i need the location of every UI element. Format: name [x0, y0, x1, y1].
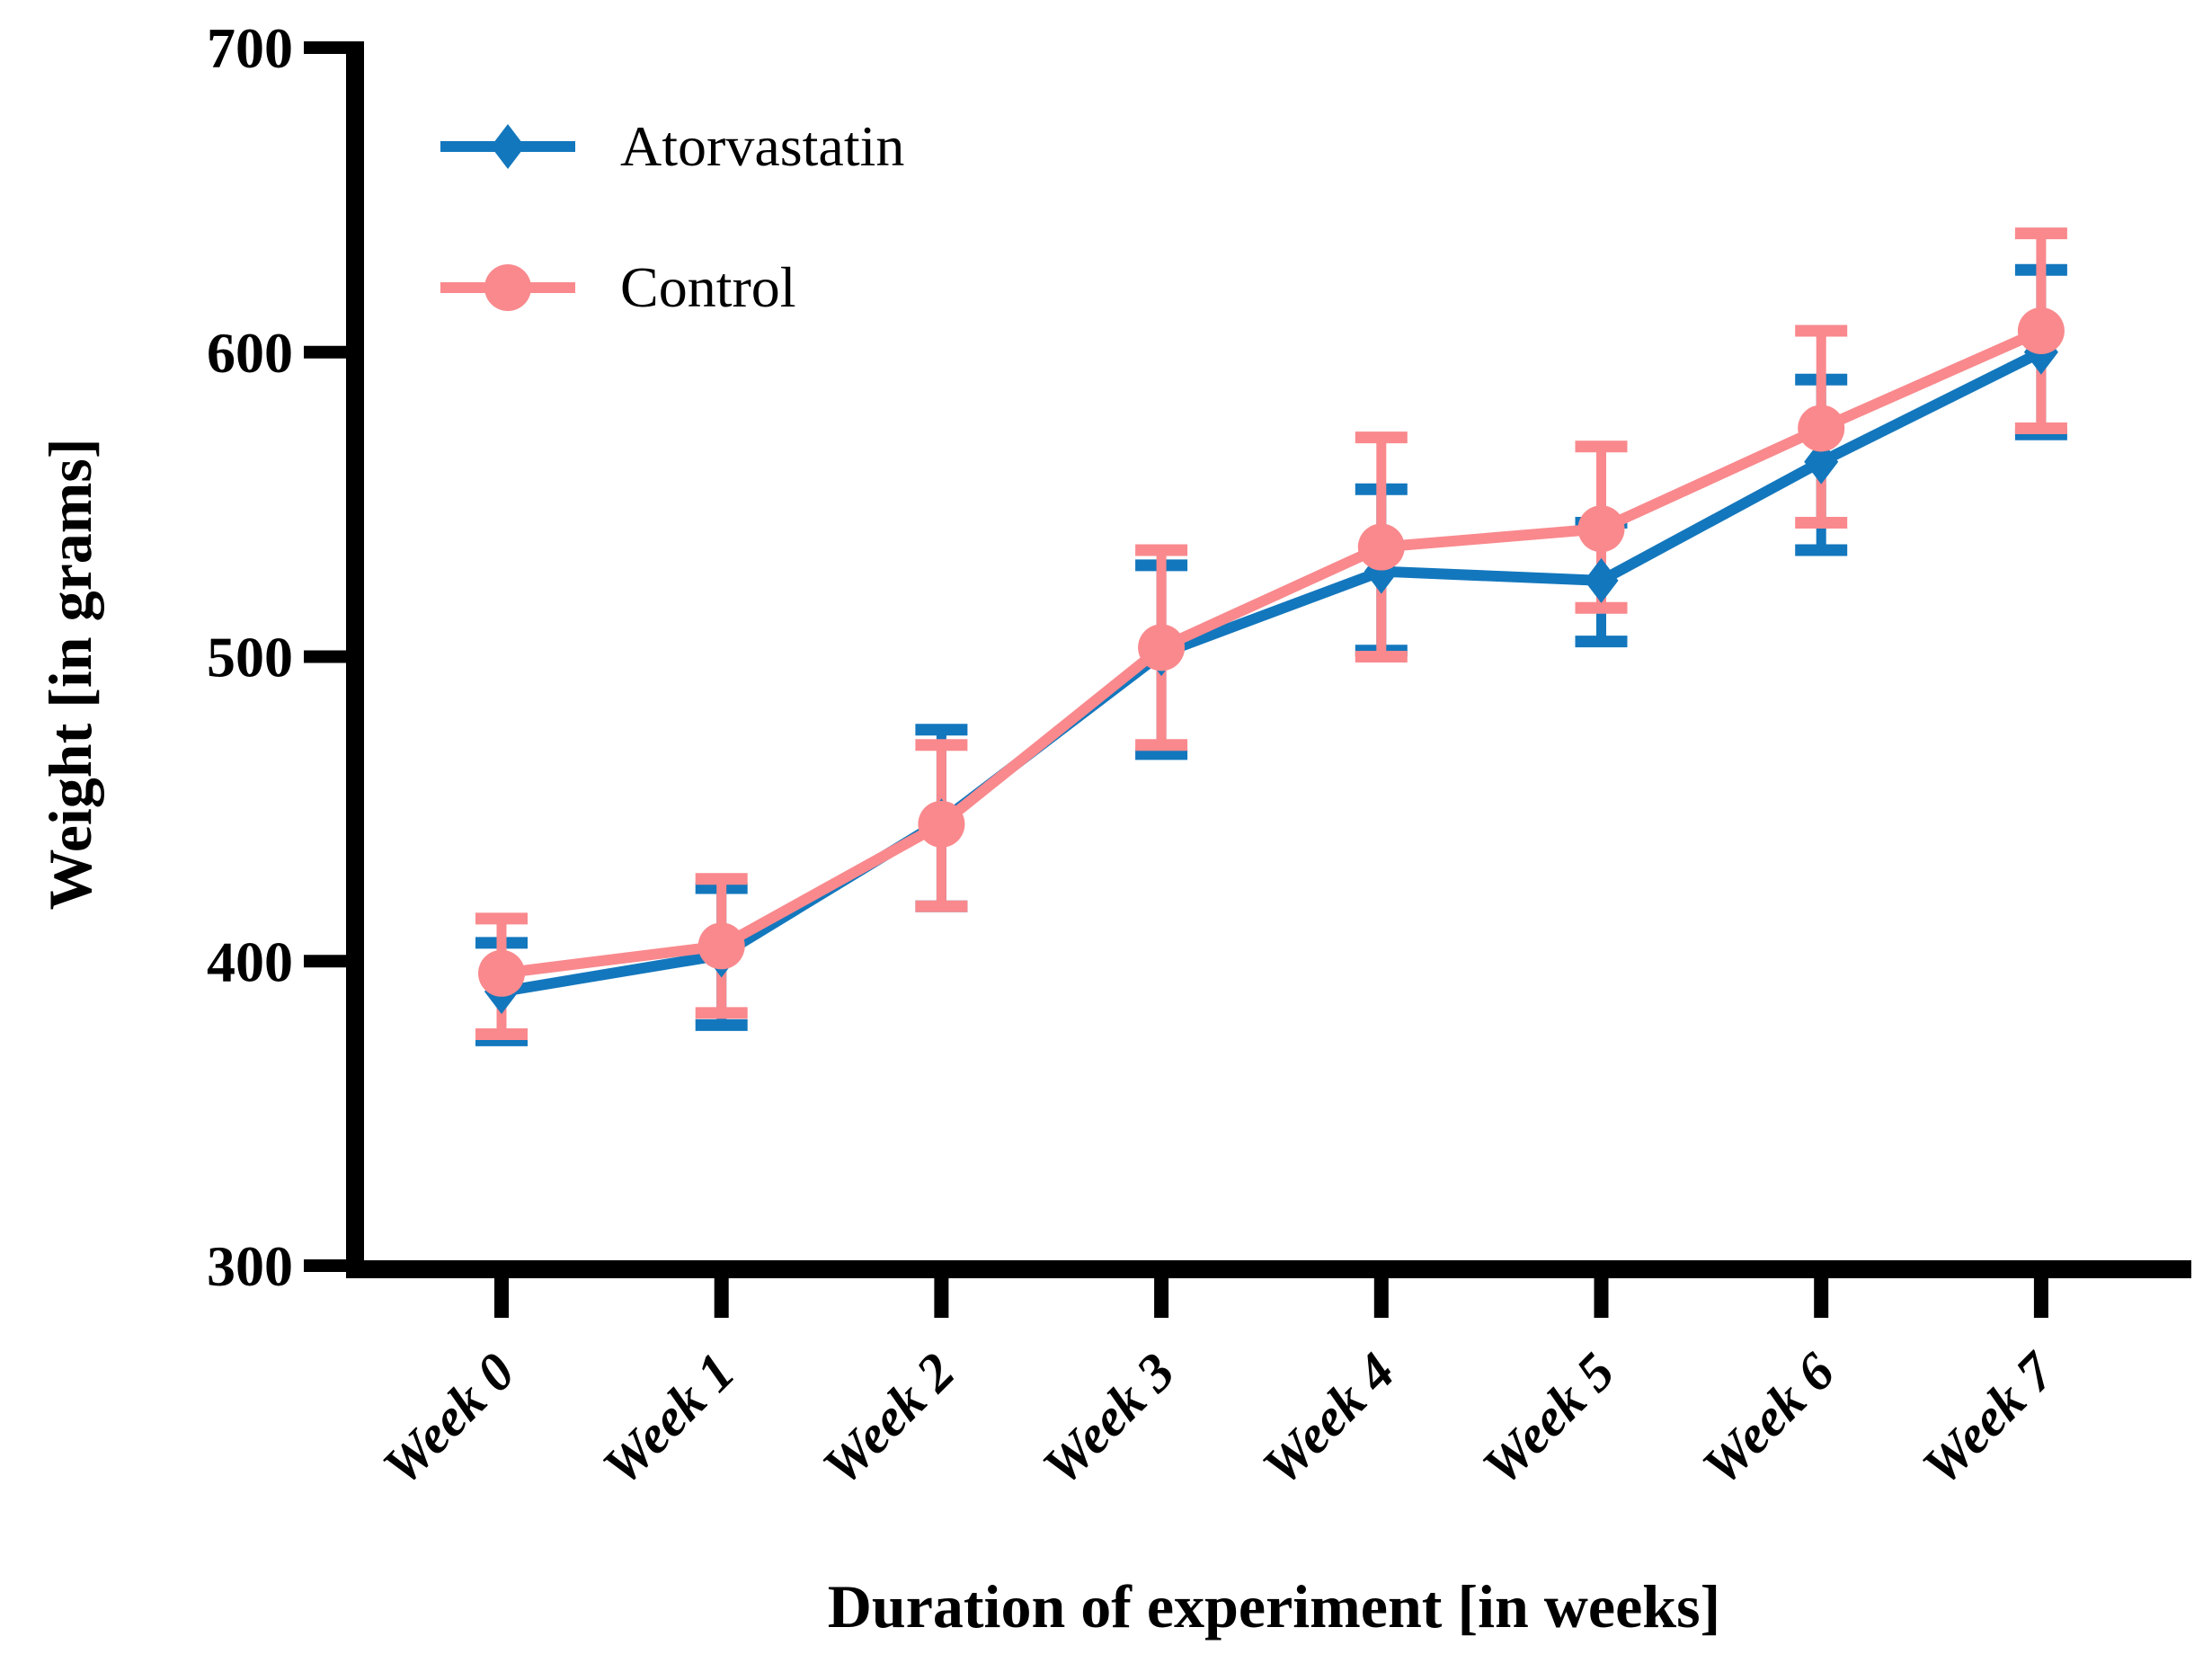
- diamond-marker-icon: [440, 124, 575, 169]
- control-marker-circle: [1577, 505, 1625, 553]
- legend-label-control: Control: [620, 255, 796, 319]
- atorvastatin-marker-diamond: [1804, 439, 1839, 485]
- x-axis-title: Duration of experiment [in weeks]: [827, 1572, 1721, 1641]
- x-tick-label: Week 3: [1031, 1342, 1186, 1497]
- control-marker-circle: [1138, 624, 1186, 671]
- y-tick-label: 300: [207, 1234, 293, 1298]
- x-tick-label: Week 5: [1471, 1342, 1626, 1497]
- x-tick-label: Week 6: [1691, 1342, 1845, 1497]
- y-tick-label: 500: [207, 626, 293, 689]
- atorvastatin-line: [501, 347, 2044, 998]
- x-tick-label: Week 4: [1251, 1342, 1406, 1497]
- control-marker-circle: [918, 800, 965, 848]
- control-marker-circle: [1357, 523, 1405, 571]
- x-tick-label: Week 1: [591, 1342, 746, 1497]
- control-marker-circle: [2017, 307, 2065, 355]
- x-tick-label: Week 0: [371, 1342, 526, 1497]
- y-tick-label: 600: [207, 321, 293, 385]
- x-tick-label: Week 7: [1911, 1340, 2066, 1496]
- control-line: [501, 325, 2044, 979]
- legend-item-control: Control: [431, 241, 904, 334]
- legend-label-atorvastatin: Atorvastatin: [620, 114, 905, 178]
- legend-item-atorvastatin: Atorvastatin: [431, 100, 904, 193]
- y-axis-title: Weight [in grams]: [36, 438, 104, 911]
- y-tick-label: 700: [207, 16, 293, 80]
- legend: Atorvastatin Control: [431, 100, 904, 334]
- circle-marker-icon: [440, 264, 575, 311]
- y-tick-label: 400: [207, 929, 293, 993]
- control-marker-circle: [697, 922, 745, 970]
- atorvastatin-marker-diamond: [1584, 557, 1619, 603]
- x-tick-label: Week 2: [812, 1342, 966, 1497]
- control-marker-circle: [478, 949, 525, 997]
- control-marker-circle: [1798, 405, 1845, 452]
